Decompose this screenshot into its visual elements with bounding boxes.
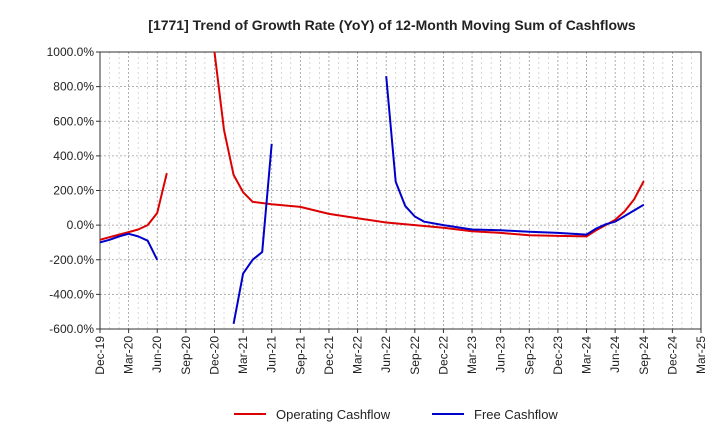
y-axis-ticks: 1000.0% 800.0% 600.0% 400.0% 200.0% 0.0% -200.… [47, 45, 100, 336]
x-tick-label: Jun-20 [150, 336, 164, 373]
x-tick-label: Dec-19 [93, 336, 107, 375]
legend-label-free-cashflow: Free Cashflow [474, 407, 558, 422]
x-tick-label: Mar-25 [694, 336, 708, 374]
x-tick-label: Dec-23 [551, 336, 565, 375]
x-tick-label: Mar-23 [465, 336, 479, 374]
x-tick-label: Sep-22 [408, 336, 422, 375]
y-tick-label: -400.0% [49, 287, 94, 301]
x-tick-label: Dec-24 [665, 336, 679, 375]
y-tick-label: 800.0% [53, 80, 94, 94]
x-tick-label: Mar-20 [122, 336, 136, 374]
y-tick-label: 600.0% [53, 114, 94, 128]
x-tick-label: Dec-22 [436, 336, 450, 375]
free-cashflow-line [232, 143, 273, 324]
x-tick-label: Sep-24 [637, 336, 651, 375]
x-tick-label: Dec-20 [207, 336, 221, 375]
y-tick-label: -200.0% [49, 253, 94, 267]
x-tick-label: Sep-21 [293, 336, 307, 375]
free-cashflow-line [100, 232, 159, 261]
y-tick-label: 200.0% [53, 184, 94, 198]
free-cashflow-line [385, 76, 645, 236]
y-tick-label: 1000.0% [47, 45, 95, 59]
y-tick-label: 0.0% [67, 218, 95, 232]
series-group [100, 52, 645, 324]
x-tick-label: Mar-22 [351, 336, 365, 374]
x-tick-label: Sep-20 [179, 336, 193, 375]
x-tick-label: Mar-21 [236, 336, 250, 374]
x-axis-ticks: Dec-19 Mar-20 Jun-20 Sep-20 Dec-20 Mar-21 Jun-… [93, 329, 708, 375]
x-tick-label: Mar-24 [580, 336, 594, 374]
legend-label-operating-cashflow: Operating Cashflow [276, 407, 391, 422]
operating-cashflow-line [213, 52, 645, 238]
operating-cashflow-line [100, 172, 168, 241]
legend: Operating Cashflow Free Cashflow [234, 407, 558, 422]
x-tick-label: Jun-21 [265, 336, 279, 373]
y-tick-label: -600.0% [49, 322, 94, 336]
x-tick-label: Jun-22 [379, 336, 393, 373]
y-tick-label: 400.0% [53, 149, 94, 163]
x-tick-label: Jun-24 [608, 336, 622, 373]
x-tick-label: Sep-23 [522, 336, 536, 375]
grid [99, 51, 702, 330]
chart-title: [1771] Trend of Growth Rate (YoY) of 12-… [148, 17, 636, 33]
x-tick-label: Jun-23 [494, 336, 508, 373]
x-tick-label: Dec-21 [322, 336, 336, 375]
